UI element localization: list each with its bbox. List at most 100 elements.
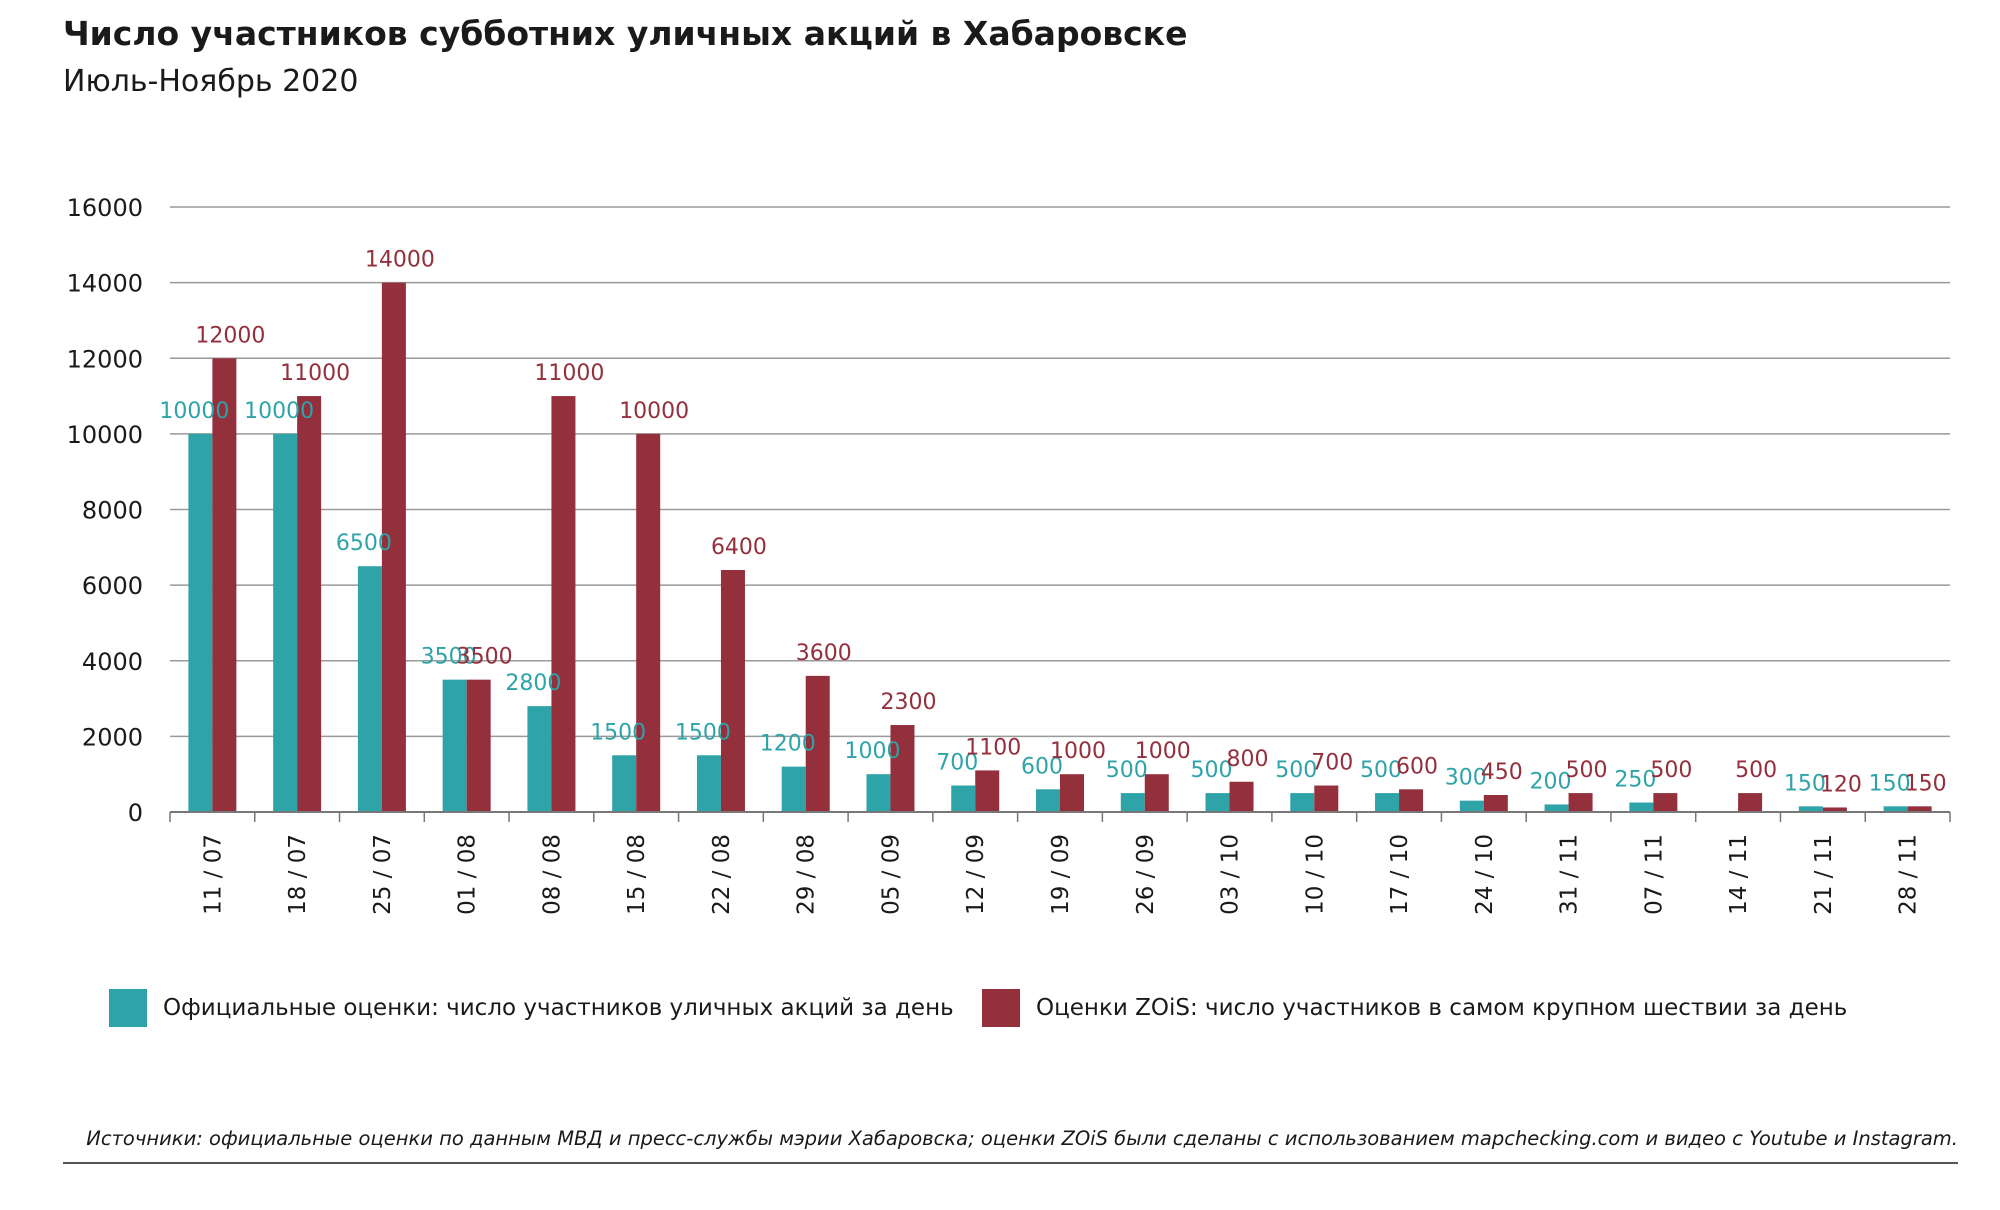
x-tick-label: 14 / 11 [1726,834,1752,915]
bar-zois [975,770,1000,812]
bar-zois [1738,793,1763,812]
x-tick-label: 07 / 11 [1641,834,1667,915]
data-label-official: 500 [1191,758,1233,783]
bar-official [442,679,467,812]
x-tick-label: 26 / 09 [1133,834,1159,915]
bar-zois [1060,774,1084,812]
bar-official [357,566,382,812]
x-tick-label: 24 / 10 [1472,834,1498,915]
data-label-zois: 1000 [1135,739,1191,764]
bar-official [1036,789,1060,812]
data-label-official: 1500 [590,720,646,745]
data-label-official: 3500 [421,645,477,670]
bar-official [1798,806,1823,812]
data-label-zois: 6400 [711,535,767,560]
data-label-zois: 3600 [796,641,852,666]
bar-zois [1314,785,1339,812]
bar-official [1459,800,1484,812]
data-label-zois: 14000 [365,248,435,273]
legend-label-official: Официальные оценки: число участников ули… [163,995,954,1021]
data-label-zois: 11000 [534,361,604,386]
bar-official [866,774,891,812]
data-label-zois: 450 [1481,760,1523,785]
data-label-zois: 3500 [457,645,513,670]
y-tick-label: 8000 [82,497,143,525]
data-label-zois: 2300 [880,690,936,715]
bar-zois [805,675,830,812]
x-axis: 11 / 07 18 / 07 25 / 07 01 / 08 08 / 08 15 / … [169,811,1951,915]
y-tick-label: 16000 [67,194,143,222]
data-label-zois: 11000 [280,361,350,386]
data-label-official: 600 [1021,754,1063,779]
data-label-official: 1000 [844,739,900,764]
data-label-official: 2800 [505,671,561,696]
x-tick-label: 31 / 11 [1557,834,1583,915]
x-tick-label: 05 / 09 [878,834,904,915]
y-tick-label: 6000 [82,572,143,600]
bar-chart: 0 2000 4000 6000 8000 10000 12000 14000 16000 10… [67,194,1951,915]
x-tick-label: 18 / 07 [285,834,311,915]
bar-official [1629,802,1654,812]
x-tick-label: 11 / 07 [200,834,226,915]
source-note: Источники: официальные оценки по данным … [86,1127,1958,1150]
bars [188,282,1932,812]
bar-official [1290,793,1315,812]
bar-zois [551,396,576,812]
data-label-zois: 1000 [1050,739,1106,764]
legend-swatch-zois [982,989,1020,1027]
data-label-official: 200 [1530,769,1572,794]
bar-zois [212,358,237,812]
bar-official [1883,806,1908,812]
data-label-official: 250 [1614,768,1656,793]
chart-title: Число участников субботних уличных акций… [63,14,1188,53]
x-tick-label: 01 / 08 [455,834,481,915]
bar-official [951,785,976,812]
data-label-zois: 500 [1566,758,1608,783]
x-tick-label: 08 / 08 [539,834,565,915]
grid-lines [170,206,1950,738]
bar-official [612,755,637,812]
data-label-zois: 500 [1650,758,1692,783]
y-tick-label: 2000 [82,723,143,751]
bar-zois [1568,793,1593,812]
data-label-official: 1500 [675,720,731,745]
y-axis-ticks: 0 2000 4000 6000 8000 10000 12000 14000 16000 [67,194,143,827]
bar-zois [890,725,915,812]
data-labels: 1000012000100001100065001400035003500280… [159,248,1946,798]
bar-official [188,433,213,812]
bar-official [781,766,806,812]
bar-zois [381,282,406,812]
bar-official [273,433,298,812]
data-label-zois: 120 [1820,772,1862,797]
chart-subtitle: Июль-Ноябрь 2020 [63,64,359,99]
data-label-official: 500 [1106,758,1148,783]
legend-official: Официальные оценки: число участников ули… [109,988,954,1028]
data-label-official: 6500 [336,531,392,556]
bar-zois [1144,774,1169,812]
bar-zois [1653,793,1678,812]
x-tick-label: 19 / 09 [1048,834,1074,915]
data-label-zois: 800 [1227,747,1269,772]
x-tick-label: 25 / 07 [370,834,396,915]
x-tick-label: 10 / 10 [1302,834,1328,915]
bar-zois [636,433,661,812]
bottom-rule [63,1162,1958,1164]
data-label-official: 10000 [244,399,314,424]
x-tick-label: 28 / 11 [1896,834,1922,915]
y-tick-label: 10000 [67,421,143,449]
bar-zois [1399,789,1424,812]
y-tick-label: 12000 [67,345,143,373]
y-tick-label: 0 [128,799,143,827]
data-label-official: 700 [936,751,978,776]
bar-zois [1483,794,1508,812]
bar-zois [1907,806,1932,812]
x-tick-label: 12 / 09 [963,834,989,915]
data-label-zois: 150 [1905,771,1947,796]
data-label-official: 150 [1869,771,1911,796]
y-tick-label: 4000 [82,648,143,676]
bar-official [696,755,721,812]
bar-zois [1822,807,1847,812]
x-tick-label: 21 / 11 [1811,834,1837,915]
bar-official [1375,793,1400,812]
legend-swatch-official [109,989,147,1027]
